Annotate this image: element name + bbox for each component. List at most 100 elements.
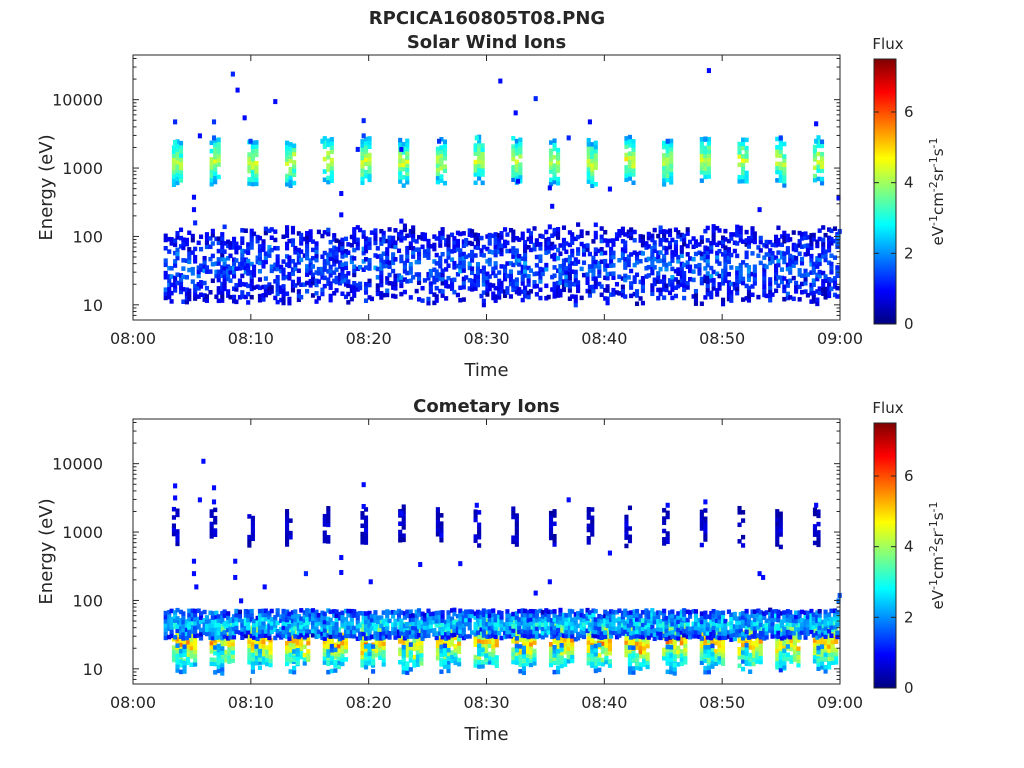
heatmap-pixel [442,147,448,153]
heatmap-pixel [299,232,304,238]
heatmap-pixel [261,297,266,302]
heatmap-pixel [830,660,835,666]
heatmap-pixel [809,286,814,292]
heatmap-pixel [310,620,316,626]
heatmap-pixel [264,636,270,642]
heatmap-pixel [624,640,629,645]
heatmap-pixel [211,135,217,141]
heatmap-pixel [169,621,174,626]
heatmap-pixel [748,628,753,634]
heatmap-pixel [175,235,180,240]
heatmap-pixel [446,610,451,615]
heatmap-pixel [570,294,575,299]
heatmap-pixel [440,293,445,298]
heatmap-pixel [305,243,310,248]
heatmap-pixel [461,239,466,244]
heatmap-pixel [178,144,184,150]
heatmap-pixel [435,507,440,512]
heatmap-pixel [611,250,616,256]
heatmap-pixel [402,289,407,295]
heatmap-pixel [481,269,486,275]
heatmap-pixel [340,614,345,620]
heatmap-pixel [432,611,437,617]
heatmap-pixel [570,232,575,237]
heatmap-pixel [240,248,245,254]
heatmap-pixel [586,137,591,143]
heatmap-pixel [435,647,440,653]
heatmap-pixel [503,622,508,627]
heatmap-pixel [805,235,810,240]
heatmap-pixel [827,235,832,241]
heatmap-pixel [713,632,719,638]
heatmap-pixel [220,269,225,274]
heatmap-pixel [791,275,796,281]
heatmap-pixel [586,171,591,176]
heatmap-pixel [782,170,787,176]
heatmap-pixel [305,633,310,638]
heatmap-pixel [517,617,522,622]
heatmap-pixel [775,136,780,142]
heatmap-pixel [261,639,266,645]
heatmap-pixel [449,654,455,660]
heatmap-pixel [617,633,622,638]
heatmap-pixel [679,636,684,642]
heatmap-pixel [246,271,251,276]
heatmap-pixel [226,619,231,625]
heatmap-pixel [243,294,248,300]
heatmap-pixel [269,247,274,253]
heatmap-pixel [586,536,591,541]
heatmap-pixel [326,659,331,664]
heatmap-pixel [310,276,316,282]
heatmap-pixel [579,266,584,272]
heatmap-pixel [378,638,383,644]
heatmap-pixel [379,291,384,296]
heatmap-pixel [320,614,325,620]
heatmap-pixel [573,294,578,300]
heatmap-pixel [748,641,753,646]
heatmap-pixel [255,234,260,240]
heatmap-pixel [470,613,475,619]
heatmap-pixel [703,145,708,151]
heatmap-pixel [744,296,749,301]
heatmap-pixel [432,259,437,264]
heatmap-pixel [446,660,451,666]
heatmap-pixel [437,138,442,144]
heatmap-pixel [511,254,516,259]
heatmap-pixel [550,241,555,247]
heatmap-pixel [752,231,757,236]
heatmap-pixel [644,265,649,271]
heatmap-pixel [343,621,349,626]
heatmap-pixel [832,226,838,231]
heatmap-pixel [479,610,484,616]
heatmap-pixel [785,283,790,288]
heatmap-pixel [627,134,633,140]
heatmap-pixel [446,238,451,244]
heatmap-pixel [623,277,628,283]
heatmap-pixel [467,609,472,614]
heatmap-pixel [402,264,407,270]
heatmap-pixel [614,281,620,287]
heatmap-pixel [343,625,349,630]
heatmap-pixel [296,618,301,623]
heatmap-pixel [336,647,341,653]
heatmap-pixel [322,518,327,523]
heatmap-pixel [481,302,486,308]
heatmap-pixel [603,613,608,619]
heatmap-pixel [405,254,410,259]
heatmap-pixel [597,661,602,666]
heatmap-pixel [473,253,478,258]
heatmap-pixel [676,645,681,651]
heatmap-pixel [290,610,296,615]
heatmap-pixel [812,638,818,643]
heatmap-pixel [673,227,678,233]
heatmap-pixel [573,636,578,642]
heatmap-pixel [720,661,726,666]
heatmap-pixel [440,618,445,623]
heatmap-pixel [408,620,413,626]
heatmap-pixel [435,527,440,533]
heatmap-pixel [564,613,569,618]
heatmap-pixel [819,180,825,186]
heatmap-pixel [234,617,239,622]
heatmap-pixel [399,626,404,632]
heatmap-pixel [329,641,334,647]
